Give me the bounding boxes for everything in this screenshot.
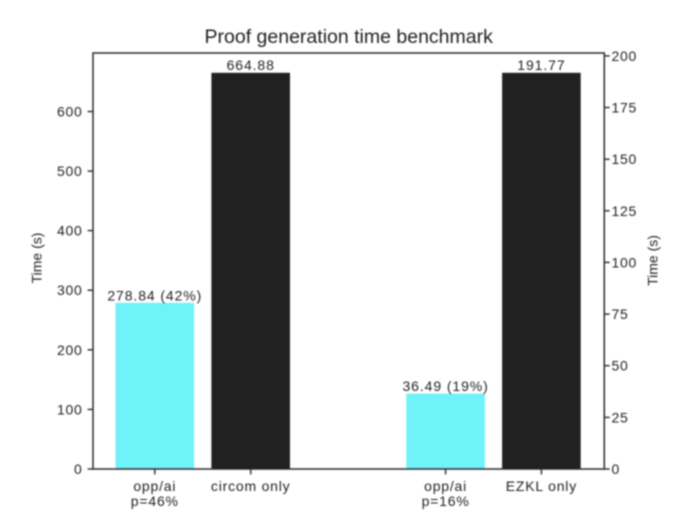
svg-text:opp/ai: opp/ai <box>424 478 467 494</box>
svg-text:Proof generation time benchmar: Proof generation time benchmark <box>205 26 494 48</box>
svg-text:75: 75 <box>612 306 629 322</box>
svg-text:175: 175 <box>612 100 637 116</box>
svg-text:100: 100 <box>57 401 82 417</box>
svg-text:0: 0 <box>74 461 83 477</box>
svg-text:opp/ai: opp/ai <box>133 478 176 494</box>
svg-text:125: 125 <box>612 203 637 219</box>
svg-text:25: 25 <box>612 409 629 425</box>
svg-text:500: 500 <box>57 163 82 179</box>
svg-text:300: 300 <box>57 282 82 298</box>
svg-text:664.88: 664.88 <box>227 57 275 73</box>
svg-text:p=16%: p=16% <box>422 493 470 509</box>
svg-text:p=46%: p=46% <box>131 493 179 509</box>
svg-text:600: 600 <box>57 104 82 120</box>
svg-text:EZKL only: EZKL only <box>506 478 577 494</box>
svg-text:150: 150 <box>612 151 637 167</box>
svg-text:0: 0 <box>612 461 621 477</box>
svg-text:Time (s): Time (s) <box>29 233 45 284</box>
svg-text:278.84 (42%): 278.84 (42%) <box>107 287 202 303</box>
svg-text:400: 400 <box>57 223 82 239</box>
svg-text:100: 100 <box>612 254 637 270</box>
svg-text:circom only: circom only <box>211 478 291 494</box>
svg-text:Time (s): Time (s) <box>645 235 661 286</box>
svg-text:50: 50 <box>612 358 629 374</box>
svg-text:191.77: 191.77 <box>517 57 565 73</box>
svg-text:36.49 (19%): 36.49 (19%) <box>403 378 489 394</box>
svg-text:200: 200 <box>57 342 82 358</box>
svg-text:200: 200 <box>612 48 637 64</box>
